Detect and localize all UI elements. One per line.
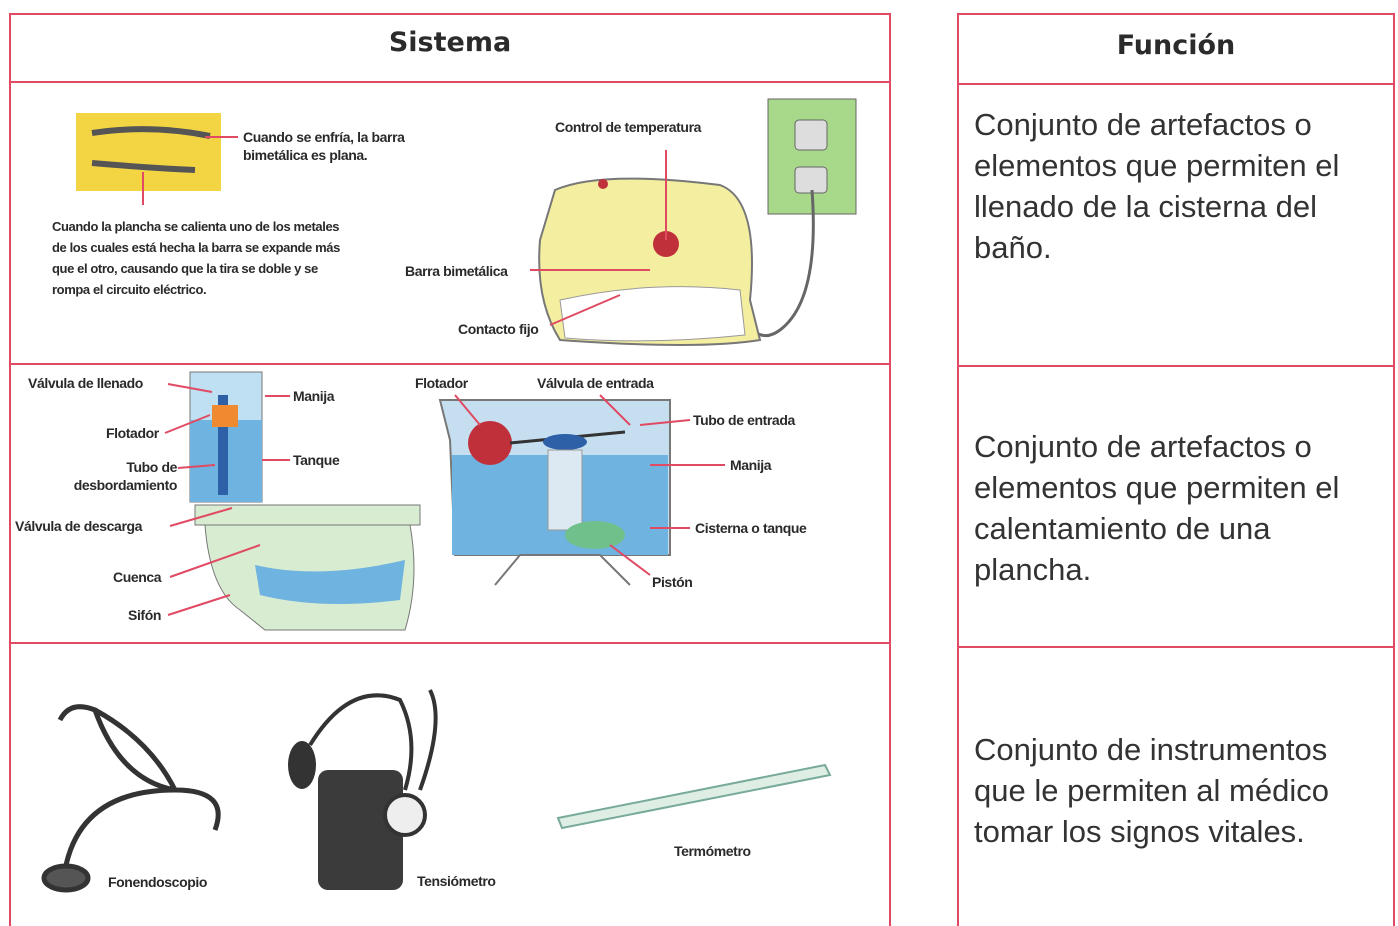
toilet-illustration-part-part <box>167 383 213 393</box>
toilet-illustration-part <box>164 383 290 616</box>
sphygmomanometer-illustration-part <box>308 693 414 791</box>
tank-illustration-part <box>543 434 587 450</box>
label: Válvula de entrada <box>537 375 654 391</box>
sphygmomanometer-illustration <box>288 689 438 890</box>
label: Cisterna o tanque <box>695 520 807 536</box>
tank-illustration-part <box>494 554 631 586</box>
iron-illustration <box>530 98 857 346</box>
sphygmomanometer-illustration-part <box>383 793 427 837</box>
sphygmomanometer-illustration-part <box>288 741 316 789</box>
stethoscope-illustration-part <box>62 787 176 871</box>
tank-illustration-part <box>547 449 583 531</box>
label: Termómetro <box>674 843 751 859</box>
label: Manija <box>730 457 772 473</box>
left-header: Sistema <box>388 27 512 58</box>
thermometer-illustration-part <box>556 763 832 830</box>
toilet-illustration-part-part <box>169 507 233 527</box>
label: Fonendoscopio <box>108 874 208 890</box>
tank-illustration-part-part <box>454 394 481 426</box>
function-text: Conjunto de artefactos o elementos que p… <box>974 429 1340 587</box>
label: Sifón <box>128 607 161 623</box>
label: Flotador <box>415 375 468 391</box>
toilet-illustration-part <box>255 560 405 604</box>
label: Válvula de descarga <box>15 518 143 534</box>
stethoscope-illustration-part <box>57 704 221 831</box>
thermometer-illustration <box>556 763 832 830</box>
label: Contacto fijo <box>458 321 539 337</box>
label: Cuenca <box>113 569 162 585</box>
bimetal-illustration-part <box>91 126 211 139</box>
label: Barra bimetálica <box>405 263 508 279</box>
table-borders <box>9 13 1395 926</box>
iron-illustration-part <box>598 179 608 189</box>
tank-illustration-part <box>468 421 512 465</box>
label: Tanque <box>293 452 340 468</box>
stethoscope-illustration <box>41 704 221 893</box>
sphygmomanometer-illustration-part <box>318 770 403 890</box>
label: Cuando la plancha se calienta uno de los… <box>52 219 340 297</box>
tank-illustration-part-part <box>609 544 651 576</box>
iron-illustration-part <box>559 286 746 342</box>
function-text: Conjunto de artefactos o elementos que p… <box>974 107 1340 265</box>
iron-illustration-part <box>794 119 828 151</box>
iron-illustration-part <box>653 231 679 257</box>
label: Tensiómetro <box>417 873 496 889</box>
stethoscope-illustration-part <box>41 863 91 893</box>
iron-illustration-part <box>794 166 828 194</box>
tank-illustration-part <box>565 521 625 549</box>
stethoscope-illustration-part <box>93 707 178 792</box>
right-header: Función <box>1116 30 1236 61</box>
bimetal-illustration <box>76 113 238 205</box>
iron-illustration-part <box>549 294 621 326</box>
label: Tubo de desbordamiento <box>73 459 178 493</box>
label: Flotador <box>106 425 159 441</box>
toilet-illustration-part-part <box>167 594 231 616</box>
tank-illustration-part-part <box>639 419 691 426</box>
toilet-illustration-part-part <box>169 544 261 578</box>
sphygmomanometer-illustration-part <box>418 689 438 791</box>
toilet-illustration-part <box>212 405 238 427</box>
label: Tubo de entrada <box>693 412 795 428</box>
label: Cuando se enfría, la barra bimetálica es… <box>243 129 405 163</box>
label: Manija <box>293 388 335 404</box>
label: Válvula de llenado <box>28 375 143 391</box>
toilet-illustration-part-part <box>177 464 216 469</box>
table-borders-part <box>9 13 891 926</box>
label: Control de temperatura <box>555 119 701 135</box>
bimetal-illustration-part <box>76 113 221 191</box>
label: Pistón <box>652 574 693 590</box>
table-borders-part <box>957 13 1395 926</box>
tank-illustration-part-part <box>599 394 631 426</box>
tank-illustration-part <box>454 394 725 576</box>
tank-illustration <box>438 394 725 586</box>
toilet-illustration-part-part <box>164 414 211 434</box>
toilet-illustration-part <box>218 395 228 495</box>
toilet-illustration <box>164 371 421 631</box>
bimetal-illustration-part <box>91 160 196 173</box>
function-text: Conjunto de instrumentos que le permiten… <box>974 732 1329 849</box>
